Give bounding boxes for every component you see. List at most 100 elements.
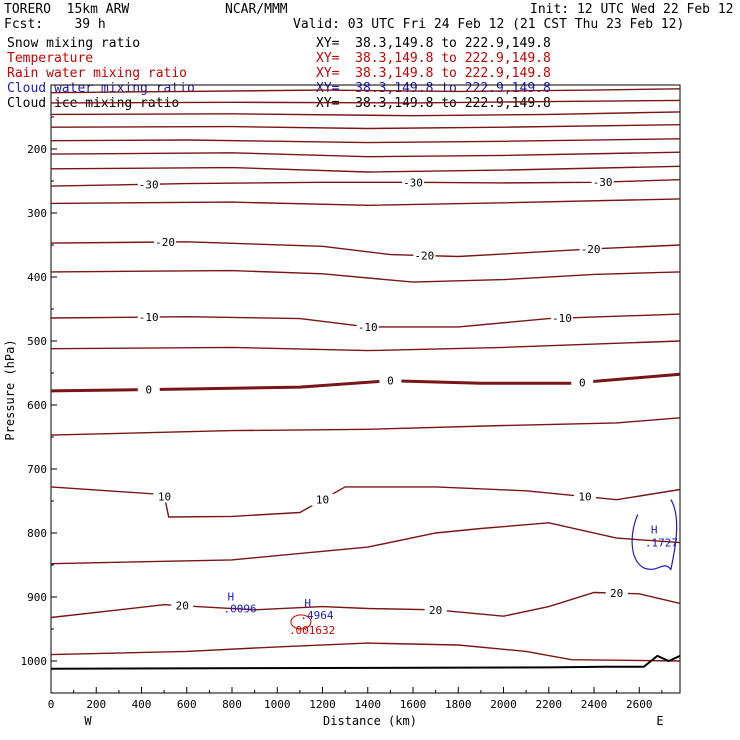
isotherm-label-bg bbox=[356, 320, 379, 333]
field-temperature-xy: XY= 38.3,149.8 to 222.9,149.8 bbox=[316, 51, 551, 66]
rain-contour bbox=[290, 614, 312, 630]
isotherm-line bbox=[50, 99, 681, 104]
snow-max-label: H bbox=[304, 597, 311, 610]
isotherm-label-bg bbox=[550, 312, 573, 325]
snow-max-value: .0096 bbox=[223, 603, 256, 616]
isotherm-label: -20 bbox=[581, 243, 601, 256]
x-tick-label: 200 bbox=[86, 698, 106, 711]
org-label: NCAR/MMM bbox=[225, 2, 288, 17]
field-cloudice-xy: XY= 38.3,149.8 to 222.9,149.8 bbox=[316, 96, 551, 111]
y-tick-label: 600 bbox=[27, 399, 47, 412]
terrain-line bbox=[50, 654, 681, 670]
isotherm-label: -30 bbox=[593, 176, 613, 189]
isotherm-label: 0 bbox=[579, 376, 586, 389]
isotherm-label: 10 bbox=[316, 494, 329, 507]
y-tick-label: 500 bbox=[27, 335, 47, 348]
isotherm-line bbox=[50, 417, 681, 436]
y-tick-label: 700 bbox=[27, 463, 47, 476]
isotherm-label-bg bbox=[605, 587, 628, 600]
isotherm-label: -30 bbox=[139, 178, 159, 191]
isotherm-label-bg bbox=[153, 490, 176, 503]
x-tick-label: 800 bbox=[222, 698, 242, 711]
isotherm-line bbox=[50, 642, 681, 662]
isotherm-line bbox=[50, 269, 681, 283]
isotherm-line bbox=[50, 124, 681, 130]
isotherm-label: -20 bbox=[155, 236, 175, 249]
isotherm-label: -10 bbox=[139, 311, 159, 324]
x-tick-label: 600 bbox=[177, 698, 197, 711]
x-axis-title: Distance (km) bbox=[323, 714, 417, 728]
isotherm-layer: -30 -30 -30 -20 -20 -20 -10 -10 -10 0 0 0 10 10 10 20 20… bbox=[50, 88, 681, 662]
x-tick-label: 1800 bbox=[445, 698, 472, 711]
isotherm-label-bg bbox=[571, 376, 594, 389]
field-temperature-name: Temperature bbox=[7, 51, 94, 66]
field-snow-name: Snow mixing ratio bbox=[7, 36, 141, 51]
x-tick-label: 2400 bbox=[581, 698, 608, 711]
isotherm-label: -20 bbox=[414, 250, 434, 263]
model-title: TORERO 15km ARW bbox=[4, 2, 130, 17]
isotherm-label-bg bbox=[379, 374, 402, 387]
isotherm-label-bg bbox=[137, 383, 160, 396]
snow-max-value: .4964 bbox=[300, 609, 333, 622]
isotherm-label: 0 bbox=[387, 375, 394, 388]
isotherm-label-bg bbox=[579, 243, 602, 256]
plot-frame bbox=[50, 84, 681, 694]
isotherm-line bbox=[50, 198, 681, 207]
isotherm-label-bg bbox=[171, 599, 194, 612]
x-tick-label: 2000 bbox=[490, 698, 517, 711]
snow-max-label: H bbox=[227, 591, 234, 604]
isotherm-label-bg bbox=[137, 178, 160, 191]
isotherm-label-bg bbox=[154, 236, 177, 249]
isotherm-label-bg bbox=[137, 311, 160, 324]
isotherm-label: 20 bbox=[610, 587, 623, 600]
isotherm-label: 20 bbox=[429, 604, 442, 617]
forecast-hour: Fcst: 39 h bbox=[4, 17, 106, 32]
field-rain-name: Rain water mixing ratio bbox=[7, 66, 188, 81]
x-tick-label: 1600 bbox=[400, 698, 427, 711]
isotherm-label-bg bbox=[424, 603, 447, 616]
west-edge-label: W bbox=[84, 714, 92, 728]
y-axis-title: Pressure (hPa) bbox=[3, 339, 17, 440]
east-edge-label: E bbox=[656, 714, 663, 728]
isotherm-label-bg bbox=[413, 249, 436, 262]
isotherm-label: -30 bbox=[403, 176, 423, 189]
y-tick-label: 1000 bbox=[21, 655, 48, 668]
y-tick-label: 200 bbox=[27, 143, 47, 156]
field-rain-xy: XY= 38.3,149.8 to 222.9,149.8 bbox=[316, 66, 551, 81]
x-tick-label: 1200 bbox=[309, 698, 336, 711]
valid-time: Valid: 03 UTC Fri 24 Feb 12 (21 CST Thu … bbox=[293, 17, 685, 32]
isotherm-label-bg bbox=[591, 176, 614, 189]
x-tick-label: 2200 bbox=[536, 698, 563, 711]
x-tick-label: 1000 bbox=[264, 698, 291, 711]
isotherm-label: 10 bbox=[578, 491, 591, 504]
y-tick-label: 800 bbox=[27, 527, 47, 540]
isotherm-label-bg bbox=[573, 490, 596, 503]
isotherm-label: 20 bbox=[176, 600, 189, 613]
isotherm-line bbox=[50, 340, 681, 352]
isotherm-label: 10 bbox=[158, 490, 171, 503]
y-tick-label: 900 bbox=[27, 591, 47, 604]
isotherm-line bbox=[50, 522, 681, 565]
isotherm-line bbox=[50, 165, 681, 173]
cloud-water-max-value: .1727 bbox=[645, 536, 678, 549]
x-tick-label: 0 bbox=[48, 698, 55, 711]
y-tick-label: 400 bbox=[27, 271, 47, 284]
y-tick-label: 300 bbox=[27, 207, 47, 220]
isotherm-line bbox=[50, 111, 681, 117]
isotherm-line bbox=[50, 151, 681, 158]
isotherm-label: -10 bbox=[552, 312, 572, 325]
isotherm-line bbox=[50, 138, 681, 144]
isotherm-line bbox=[50, 591, 681, 619]
isotherm-label: 0 bbox=[145, 384, 152, 397]
cloud-water-max-label: H bbox=[651, 523, 658, 536]
isotherm-line bbox=[50, 88, 681, 94]
isotherm-label-bg bbox=[311, 493, 334, 506]
x-tick-label: 2600 bbox=[626, 698, 653, 711]
x-tick-label: 1400 bbox=[355, 698, 382, 711]
cloud-water-contour bbox=[631, 499, 678, 571]
field-snow-xy: XY= 38.3,149.8 to 222.9,149.8 bbox=[316, 36, 551, 51]
init-time: Init: 12 UTC Wed 22 Feb 12 bbox=[530, 2, 734, 17]
isotherm-label-bg bbox=[402, 176, 425, 189]
